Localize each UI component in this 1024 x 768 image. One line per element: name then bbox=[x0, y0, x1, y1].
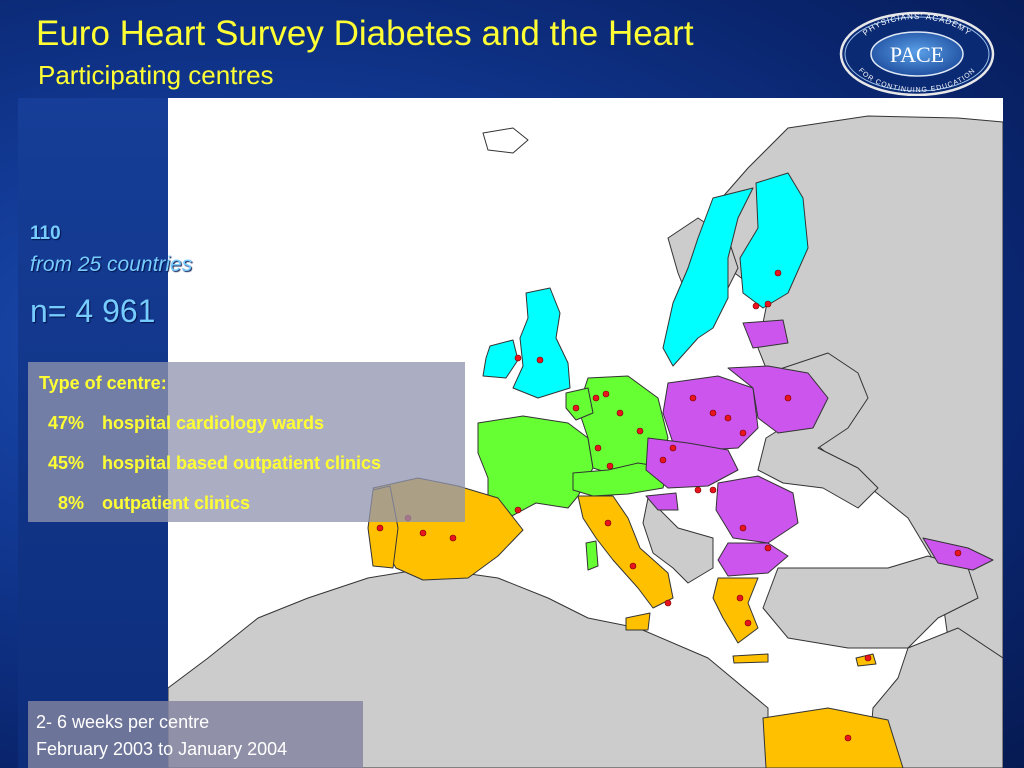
centres-count: 110 bbox=[30, 223, 61, 244]
centre-marker bbox=[616, 409, 624, 417]
centre-marker bbox=[636, 427, 644, 435]
centre-marker bbox=[376, 524, 384, 532]
egypt-region bbox=[762, 707, 904, 768]
centre-marker bbox=[604, 519, 612, 527]
centre-marker bbox=[736, 594, 744, 602]
centre-marker bbox=[764, 544, 772, 552]
turkey-region bbox=[762, 555, 979, 649]
centre-marker bbox=[606, 462, 614, 470]
countries-count: from 25 countries bbox=[30, 253, 193, 276]
centre-marker bbox=[709, 409, 717, 417]
benelux-region bbox=[565, 387, 594, 421]
crete-shape bbox=[732, 653, 769, 664]
centre-marker bbox=[419, 529, 427, 537]
great-britain-region bbox=[512, 287, 571, 399]
bulgaria-region bbox=[717, 542, 789, 577]
survey-period-panel: 2- 6 weeks per centre February 2003 to J… bbox=[28, 701, 363, 768]
centre-marker bbox=[602, 390, 610, 398]
europe-map bbox=[168, 98, 1003, 768]
italy-region bbox=[577, 495, 674, 609]
baltic-region bbox=[727, 365, 829, 434]
iceland-shape bbox=[482, 127, 529, 154]
estonia-region bbox=[742, 319, 789, 349]
centre-marker bbox=[514, 354, 522, 362]
centre-type-panel: Type of centre: 47% hospital cardiology … bbox=[28, 362, 465, 522]
centre-type-label: hospital cardiology wards bbox=[102, 413, 325, 433]
pace-logo: PHYSICIANS' ACADEMY FOR CONTINUING EDUCA… bbox=[838, 10, 996, 97]
centre-marker bbox=[669, 444, 677, 452]
survey-date-range: February 2003 to January 2004 bbox=[36, 739, 288, 759]
centre-type-pct: 47% bbox=[47, 413, 84, 433]
centre-marker bbox=[709, 486, 717, 494]
centre-markers bbox=[376, 269, 962, 742]
centre-type-label: hospital based outpatient clinics bbox=[102, 453, 382, 473]
balkans-region bbox=[642, 497, 714, 584]
survey-duration: 2- 6 weeks per centre bbox=[36, 712, 210, 732]
romania-region bbox=[715, 475, 799, 544]
centre-marker bbox=[629, 562, 637, 570]
france-region bbox=[477, 415, 594, 519]
centre-marker bbox=[592, 394, 600, 402]
patient-count: n= 4 961 bbox=[30, 293, 156, 329]
centre-type-label: outpatient clinics bbox=[102, 493, 251, 513]
ireland-region bbox=[482, 339, 519, 379]
centre-marker bbox=[659, 456, 667, 464]
slovenia-croatia-region bbox=[645, 492, 679, 511]
logo-main-text: PACE bbox=[890, 42, 944, 67]
centre-type-pct: 8% bbox=[57, 493, 84, 513]
finland-region bbox=[739, 172, 809, 309]
centre-marker bbox=[449, 534, 457, 542]
slide-title: Euro Heart Survey Diabetes and the Heart bbox=[36, 14, 694, 53]
centre-marker bbox=[784, 394, 792, 402]
sardinia-shape bbox=[585, 540, 599, 571]
centre-marker bbox=[844, 734, 852, 742]
centre-marker bbox=[664, 599, 672, 607]
centre-type-heading: Type of centre: bbox=[39, 373, 167, 393]
middle-east-region bbox=[867, 627, 1003, 768]
greece-region bbox=[712, 577, 759, 644]
centre-marker bbox=[954, 549, 962, 557]
centre-marker bbox=[724, 414, 732, 422]
centre-marker bbox=[739, 524, 747, 532]
czech-hungary-region bbox=[645, 437, 739, 489]
centre-marker bbox=[572, 404, 580, 412]
centre-marker bbox=[764, 300, 772, 308]
centre-type-pct: 45% bbox=[47, 453, 84, 473]
slide-subtitle: Participating centres bbox=[38, 60, 274, 90]
centre-marker bbox=[752, 302, 760, 310]
centre-marker bbox=[744, 619, 752, 627]
sweden-region bbox=[662, 187, 754, 367]
centre-marker bbox=[536, 356, 544, 364]
switzerland-austria-region bbox=[572, 462, 669, 497]
centre-marker bbox=[514, 506, 522, 514]
centre-marker bbox=[694, 486, 702, 494]
sicily-shape bbox=[625, 612, 651, 631]
centre-marker bbox=[739, 429, 747, 437]
centre-marker bbox=[594, 444, 602, 452]
centre-marker bbox=[689, 394, 697, 402]
centre-marker bbox=[774, 269, 782, 277]
centre-marker bbox=[864, 654, 872, 662]
